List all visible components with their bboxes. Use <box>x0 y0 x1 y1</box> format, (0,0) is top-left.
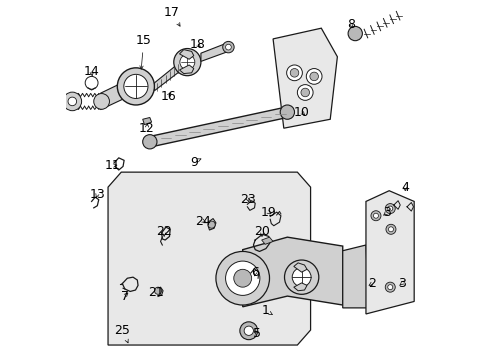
Circle shape <box>284 260 318 294</box>
Circle shape <box>68 97 77 106</box>
Text: 6: 6 <box>251 266 259 279</box>
Circle shape <box>180 55 194 69</box>
Circle shape <box>244 326 253 336</box>
Text: 4: 4 <box>401 181 408 194</box>
Circle shape <box>297 85 312 100</box>
Text: 18: 18 <box>189 38 205 51</box>
Circle shape <box>286 65 302 81</box>
Text: 13: 13 <box>89 188 105 201</box>
Polygon shape <box>342 245 368 308</box>
Polygon shape <box>261 237 272 244</box>
Text: 16: 16 <box>160 90 176 103</box>
Circle shape <box>387 206 392 211</box>
Text: 1: 1 <box>261 304 272 317</box>
Circle shape <box>225 261 259 296</box>
Circle shape <box>387 227 393 232</box>
Circle shape <box>63 92 81 111</box>
Polygon shape <box>293 283 306 291</box>
Circle shape <box>309 72 318 81</box>
Text: 12: 12 <box>139 122 155 135</box>
Text: 9: 9 <box>189 156 201 168</box>
Circle shape <box>290 68 298 77</box>
Circle shape <box>216 251 269 305</box>
Circle shape <box>347 26 362 41</box>
Circle shape <box>233 269 251 287</box>
Text: 14: 14 <box>83 64 99 77</box>
Polygon shape <box>179 65 193 73</box>
Text: 20: 20 <box>254 225 270 238</box>
Circle shape <box>240 322 257 340</box>
Text: 21: 21 <box>148 286 164 299</box>
Text: 23: 23 <box>240 193 255 206</box>
Circle shape <box>207 221 215 228</box>
Text: 3: 3 <box>383 206 390 219</box>
Polygon shape <box>293 263 306 272</box>
Circle shape <box>173 49 201 76</box>
Circle shape <box>117 68 154 105</box>
Text: 22: 22 <box>156 225 172 238</box>
Polygon shape <box>108 172 310 345</box>
Polygon shape <box>101 79 129 110</box>
Circle shape <box>370 211 380 221</box>
Text: 2: 2 <box>367 277 375 290</box>
Text: 11: 11 <box>104 159 120 172</box>
Circle shape <box>94 94 109 109</box>
Polygon shape <box>272 28 337 128</box>
Circle shape <box>373 213 378 218</box>
Text: 7: 7 <box>121 289 128 303</box>
Text: 8: 8 <box>346 18 354 31</box>
Circle shape <box>385 203 394 213</box>
Polygon shape <box>142 117 151 125</box>
Polygon shape <box>242 237 342 307</box>
Circle shape <box>225 44 231 50</box>
Text: 25: 25 <box>114 324 130 343</box>
Text: 5: 5 <box>252 327 261 340</box>
Text: 17: 17 <box>163 6 180 26</box>
Circle shape <box>123 74 148 99</box>
Text: 10: 10 <box>293 105 309 119</box>
Circle shape <box>300 88 309 97</box>
Text: 3: 3 <box>397 277 405 290</box>
Circle shape <box>280 105 294 119</box>
Circle shape <box>154 287 162 294</box>
Circle shape <box>387 285 392 290</box>
Text: 24: 24 <box>195 215 211 228</box>
Polygon shape <box>201 42 228 62</box>
Circle shape <box>222 41 234 53</box>
Circle shape <box>385 282 394 292</box>
Polygon shape <box>179 50 193 59</box>
Circle shape <box>292 268 310 287</box>
Text: 19: 19 <box>260 206 276 219</box>
Polygon shape <box>365 191 413 314</box>
Polygon shape <box>154 62 180 91</box>
Circle shape <box>142 135 157 149</box>
Circle shape <box>385 224 395 234</box>
Circle shape <box>305 68 322 84</box>
Text: 15: 15 <box>136 34 151 69</box>
Polygon shape <box>149 107 287 147</box>
